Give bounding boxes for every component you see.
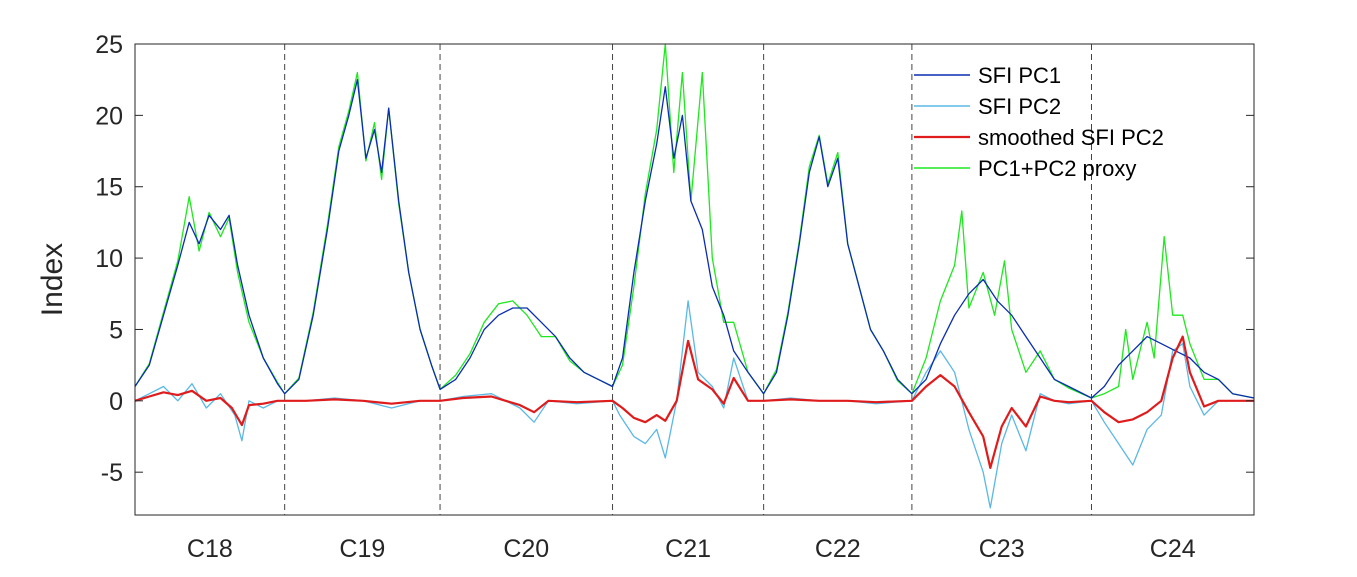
legend-label-2: SFI PC2 — [978, 94, 1061, 119]
legend-label-3: smoothed SFI PC2 — [978, 125, 1164, 150]
cycle-labels: C18 C19 C20 C21 C22 C23 C24 — [187, 535, 1196, 563]
cycle-label-c19: C19 — [339, 535, 385, 563]
y-axis-title: Index — [36, 243, 69, 316]
legend-label-1: SFI PC1 — [978, 63, 1061, 88]
cycle-label-c24: C24 — [1150, 535, 1196, 563]
series-line-2 — [134, 300, 1254, 509]
y-tick-label-4: 15 — [95, 174, 123, 202]
cycle-label-c23: C23 — [979, 535, 1025, 563]
cycle-label-c20: C20 — [503, 535, 549, 563]
y-tick-label-1: 0 — [109, 388, 123, 416]
y-tick-label-6: 25 — [95, 31, 123, 59]
cycle-label-c21: C21 — [665, 535, 711, 563]
cycle-label-c18: C18 — [187, 535, 233, 563]
series-layer — [134, 43, 1255, 509]
y-tick-label-5: 20 — [95, 102, 123, 130]
legend-label-4: PC1+PC2 proxy — [978, 156, 1136, 181]
y-axis-ticks: -5 0 5 10 15 20 25 — [95, 31, 1254, 487]
plot-area-frame — [134, 43, 1255, 516]
cycle-dividers — [284, 44, 1092, 515]
series-line-3 — [134, 335, 1254, 469]
y-tick-label-0: -5 — [101, 459, 123, 487]
series-line-1 — [134, 79, 1255, 399]
y-tick-label-3: 10 — [95, 245, 123, 273]
legend: SFI PC1 SFI PC2 smoothed SFI PC2 PC1+PC2 pr… — [914, 63, 1164, 181]
y-tick-label-2: 5 — [109, 316, 123, 344]
cycle-label-c22: C22 — [815, 535, 861, 563]
